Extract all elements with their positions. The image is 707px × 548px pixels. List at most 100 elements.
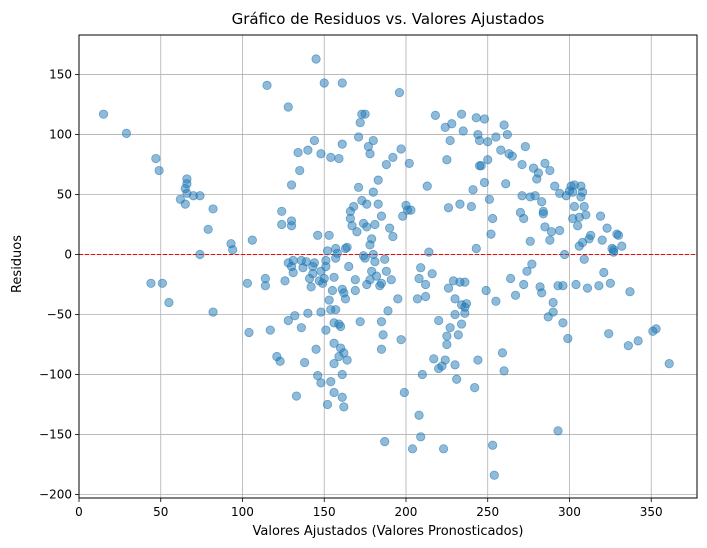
data-point: [376, 317, 387, 327]
data-point: [442, 155, 452, 165]
data-point: [360, 253, 370, 263]
data-point: [353, 132, 364, 142]
chart-title: Gráfico de Residuos vs. Valores Ajustado…: [232, 10, 545, 28]
data-point: [473, 355, 483, 365]
data-point: [355, 117, 365, 128]
data-point: [483, 137, 493, 147]
data-point: [602, 223, 612, 233]
data-point: [313, 230, 323, 240]
data-point: [244, 327, 254, 338]
data-point: [522, 266, 532, 276]
data-point: [378, 330, 388, 340]
data-point: [442, 339, 452, 350]
data-points: [98, 54, 674, 480]
x-tick-label: 100: [231, 505, 254, 519]
data-point: [385, 223, 395, 233]
data-point: [664, 359, 674, 369]
data-point: [424, 247, 434, 257]
data-point: [327, 285, 338, 296]
data-point: [337, 78, 347, 88]
data-point: [613, 230, 624, 240]
data-point: [443, 283, 454, 293]
data-point: [497, 348, 508, 358]
y-tick-label: 0: [64, 248, 72, 262]
data-point: [228, 245, 238, 255]
data-point: [453, 330, 463, 340]
data-point: [371, 271, 382, 281]
y-tick-label: −150: [39, 427, 72, 441]
data-point: [306, 282, 316, 292]
data-point: [286, 216, 297, 226]
data-point: [486, 229, 496, 239]
x-tick-label: 0: [75, 505, 83, 519]
data-point: [332, 248, 342, 258]
data-point: [483, 155, 493, 165]
data-point: [326, 377, 336, 387]
data-point: [455, 199, 465, 209]
data-point: [362, 199, 372, 209]
data-point: [308, 269, 318, 279]
data-point: [339, 402, 349, 412]
data-point: [324, 230, 334, 240]
data-point: [422, 181, 432, 191]
y-tick-label: −200: [39, 487, 72, 501]
data-point: [460, 277, 470, 287]
data-point: [479, 177, 490, 188]
data-point: [447, 119, 457, 129]
data-point: [430, 110, 441, 120]
grid-lines: [78, 35, 697, 498]
data-point: [499, 366, 509, 376]
x-axis-ticks: 0 50 100 150 200 250 300 350: [75, 498, 663, 519]
data-point: [280, 276, 290, 286]
data-point: [496, 145, 506, 155]
data-point: [429, 354, 439, 364]
data-point: [347, 221, 357, 231]
data-point: [537, 288, 547, 298]
data-point: [450, 309, 460, 320]
data-point: [381, 159, 391, 170]
data-point: [376, 278, 387, 288]
data-point: [458, 126, 468, 136]
data-point: [517, 159, 527, 170]
data-point: [283, 102, 293, 112]
data-point: [506, 273, 516, 284]
data-point: [519, 279, 529, 290]
data-point: [265, 325, 275, 335]
data-point: [396, 144, 406, 154]
data-point: [573, 221, 583, 231]
data-point: [633, 336, 643, 346]
data-point: [396, 335, 406, 345]
y-tick-label: 100: [49, 128, 72, 142]
data-point: [569, 201, 579, 212]
x-axis-label: Valores Ajustados (Valores Pronosticados…: [253, 524, 524, 539]
data-point: [180, 199, 190, 209]
data-point: [466, 201, 476, 212]
data-point: [342, 355, 352, 365]
data-point: [488, 440, 498, 450]
data-point: [146, 278, 156, 288]
data-point: [623, 341, 633, 351]
data-point: [376, 211, 387, 221]
data-point: [154, 165, 164, 176]
data-point: [322, 399, 333, 410]
data-point: [337, 139, 347, 149]
data-point: [489, 470, 499, 480]
data-point: [295, 165, 305, 176]
data-point: [316, 378, 326, 388]
data-point: [398, 211, 408, 221]
data-point: [316, 307, 326, 317]
data-point: [311, 344, 321, 354]
data-point: [416, 263, 426, 273]
data-point: [368, 135, 378, 146]
data-point: [208, 307, 218, 317]
data-point: [417, 369, 427, 380]
data-point: [651, 324, 661, 334]
data-point: [296, 323, 306, 333]
data-point: [331, 305, 341, 315]
data-point: [407, 444, 418, 454]
y-tick-label: 150: [49, 68, 72, 82]
data-point: [208, 204, 218, 214]
x-tick-label: 350: [640, 505, 663, 519]
data-point: [164, 297, 174, 308]
